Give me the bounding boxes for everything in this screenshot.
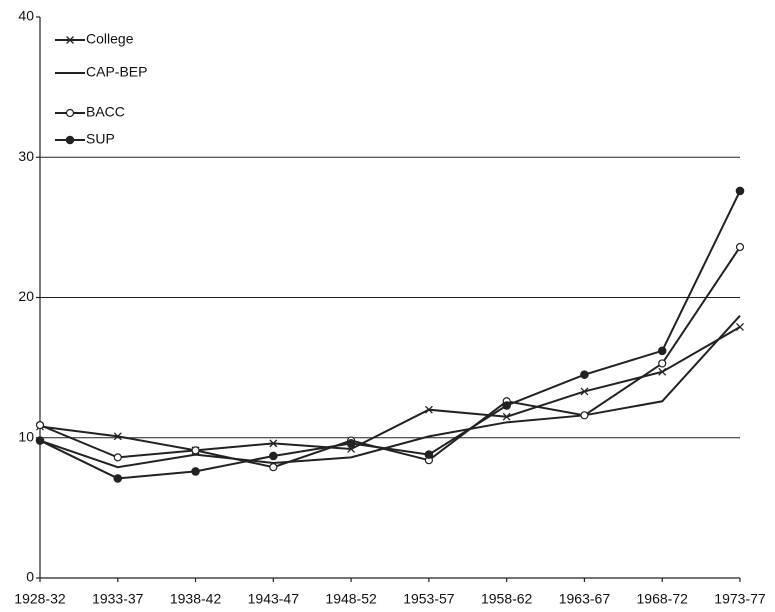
point	[735, 186, 745, 196]
y-tick-label: 30	[18, 148, 34, 164]
x-tick-label: 1963-67	[559, 591, 611, 607]
y-tick-label: 20	[18, 288, 34, 304]
y-tick-label: 0	[26, 569, 34, 585]
point	[735, 242, 745, 252]
point	[424, 450, 434, 459]
legend-marker	[66, 36, 74, 44]
point	[346, 439, 356, 448]
point	[113, 432, 122, 441]
legend-label: SUP	[86, 131, 115, 147]
point	[580, 370, 589, 379]
point	[113, 453, 122, 462]
y-tick-label: 10	[18, 428, 34, 444]
legend-label: BACC	[86, 104, 125, 120]
point	[580, 387, 589, 396]
point	[269, 463, 278, 472]
point	[191, 446, 200, 455]
x-tick-label: 1973-77	[714, 591, 766, 607]
point	[113, 474, 123, 483]
legend-label: College	[86, 31, 134, 47]
point	[658, 367, 667, 376]
point	[424, 405, 433, 414]
x-tick-label: 1928-32	[14, 591, 66, 607]
point	[502, 412, 511, 421]
x-tick-label: 1943-47	[248, 591, 300, 607]
x-tick-label: 1953-57	[403, 591, 455, 607]
point	[269, 451, 278, 461]
x-tick-label: 1958-62	[481, 591, 533, 607]
point	[502, 401, 511, 410]
point	[658, 359, 667, 368]
point	[580, 411, 589, 420]
point	[269, 439, 278, 448]
point	[736, 322, 744, 331]
series-line	[39, 190, 741, 480]
y-tick-label: 40	[18, 8, 34, 24]
series-line	[39, 326, 741, 452]
point	[657, 346, 667, 356]
legend-label: CAP-BEP	[86, 64, 147, 80]
series-line	[39, 246, 741, 469]
x-tick-label: 1933-37	[92, 591, 144, 607]
point	[35, 436, 45, 445]
point	[191, 467, 200, 476]
x-tick-label: 1938-42	[170, 591, 222, 607]
legend-marker	[65, 135, 75, 145]
series-line	[39, 315, 741, 469]
point	[35, 421, 45, 430]
x-tick-label: 1968-72	[637, 591, 689, 607]
x-tick-label: 1948-52	[325, 591, 377, 607]
legend-marker	[65, 108, 75, 118]
